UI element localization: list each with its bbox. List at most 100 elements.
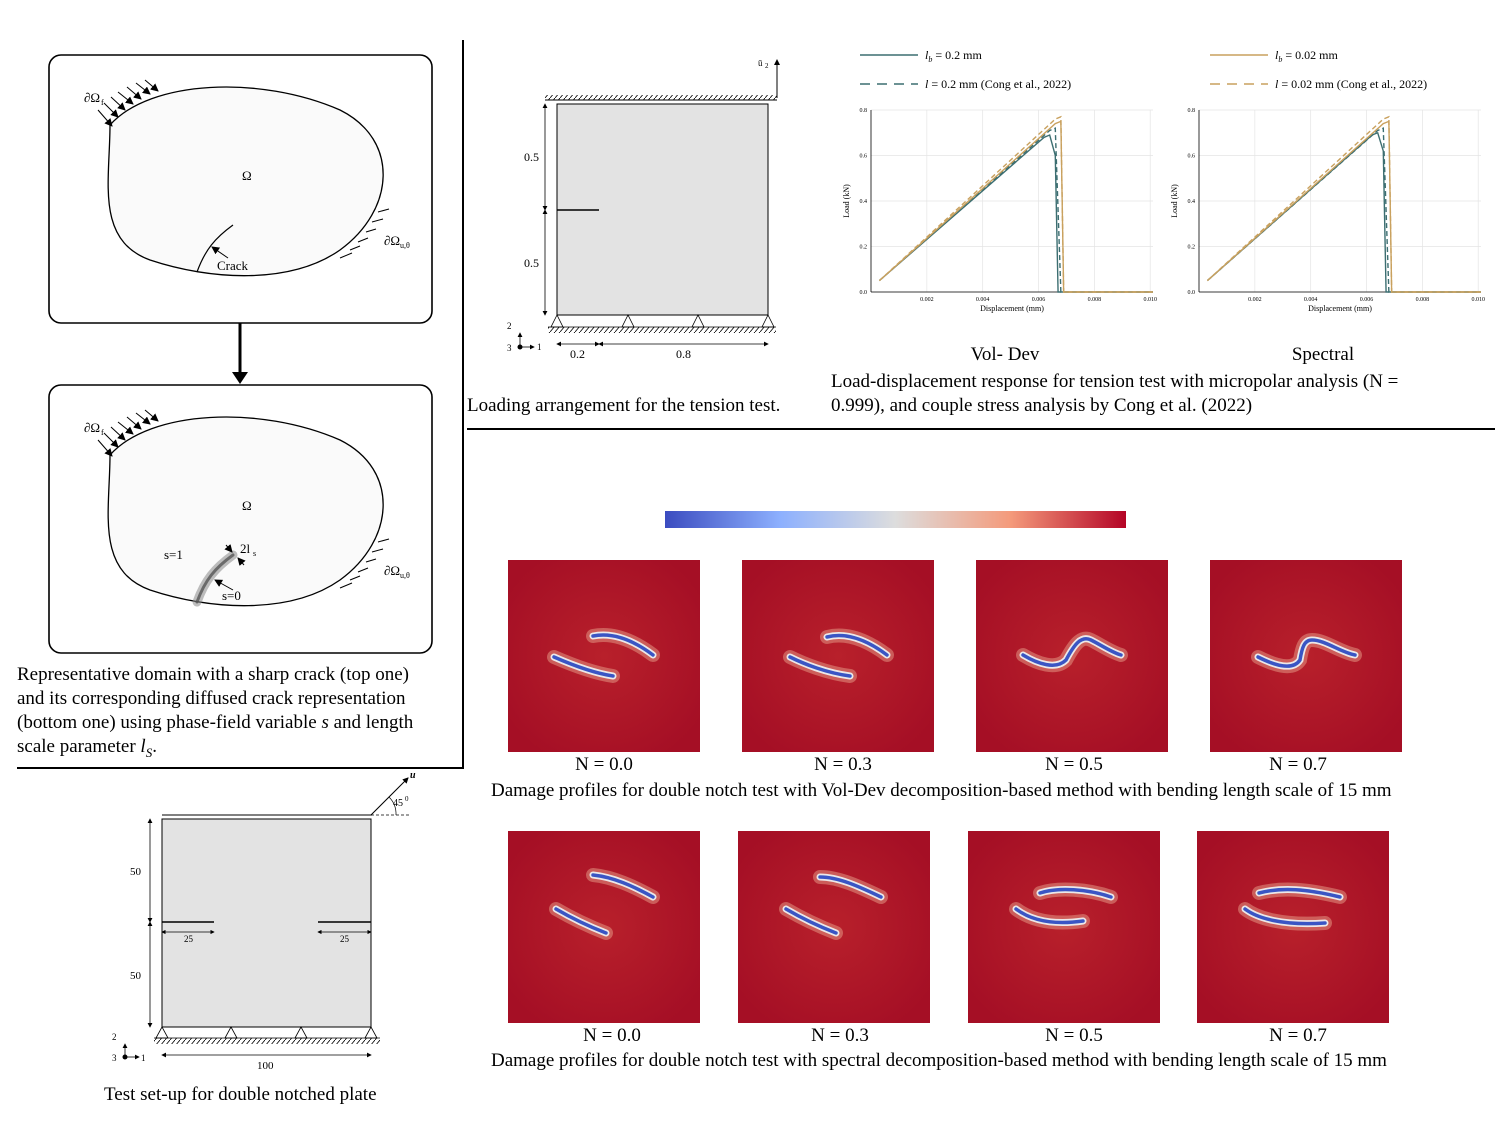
damage-panel-spectral-n05: [968, 831, 1160, 1023]
svg-text:2: 2: [765, 62, 769, 70]
horizontal-divider-right: [467, 428, 1495, 430]
svg-text:1: 1: [537, 342, 542, 352]
u-arrow: [370, 777, 409, 816]
damage-colorbar: [665, 511, 1126, 528]
boundary-f-label-bottom: ∂Ω: [84, 420, 100, 435]
u2-label: ū: [758, 58, 763, 68]
notch-roller-supports: [155, 1026, 378, 1039]
crack-path-1: [591, 633, 655, 657]
xtick-label: 0.004: [1304, 297, 1318, 303]
crack-path-0: [788, 655, 852, 678]
angle-label: 45: [393, 798, 403, 809]
xtick-label: 0.008: [1416, 297, 1430, 303]
s1-label: s=1: [164, 547, 183, 562]
vertical-divider: [462, 40, 464, 768]
dim-bottom-label: 0.5: [524, 256, 539, 270]
damage-panel-spectral-n07: [1197, 831, 1389, 1023]
series-line-3: [878, 115, 1153, 293]
svg-text:3: 3: [507, 343, 512, 353]
traction-arrows-bottom: [97, 409, 159, 457]
svg-text:f: f: [101, 428, 104, 437]
crack-path-1: [818, 875, 883, 899]
crack-path-0: [554, 907, 608, 935]
xtick-label: 0.006: [1032, 297, 1046, 303]
ytick-label: 0.0: [860, 290, 868, 296]
crack-path-1: [591, 873, 655, 899]
svg-text:50: 50: [130, 866, 142, 878]
ytick-label: 0.0: [1188, 290, 1196, 296]
sharp-crack-line: [196, 224, 234, 273]
chart-spectral: 0.002 0.004 0.006 0.008 0.010 0.0 0.2 0.4 0.6 0.8…: [1170, 108, 1485, 313]
crack-path-0: [1014, 907, 1085, 925]
svg-text:2: 2: [112, 1032, 117, 1042]
damage-panel-spectral-n00: [508, 831, 700, 1023]
crack-path-1: [825, 633, 889, 657]
label-r2-2: N = 0.5: [1045, 1025, 1103, 1046]
svg-text:u,θ: u,θ: [400, 241, 410, 250]
label-r1-3: N = 0.7: [1269, 754, 1327, 775]
label-r2-3: N = 0.7: [1269, 1025, 1327, 1046]
notched-plate: [161, 818, 372, 1028]
double-notch-figure: u 45 0 25 25 50 50 100 2 1 3: [112, 770, 416, 1070]
ytick-label: 0.2: [1188, 245, 1196, 251]
ytick-label: 0.4: [1188, 199, 1196, 205]
bottom-hatch: [548, 327, 776, 333]
ytick-label: 0.6: [860, 154, 868, 160]
down-arrow-head: [232, 372, 248, 384]
fixed-hatch-top: [339, 208, 390, 259]
x-axis-label: Displacement (mm): [1308, 304, 1372, 313]
boundary-u-label-bottom: ∂Ω: [384, 563, 400, 578]
crack-path-0: [1243, 907, 1327, 926]
label-r1-1: N = 0.3: [814, 754, 872, 775]
traction-arrows-top: [97, 79, 159, 127]
svg-text:1: 1: [141, 1053, 146, 1063]
label-r2-0: N = 0.0: [583, 1025, 641, 1046]
load-caption: Load-displacement response for tension t…: [831, 371, 1399, 416]
top-hatch: [545, 95, 777, 100]
ytick-label: 0.8: [1188, 108, 1196, 114]
boundary-f-label-top: ∂Ω: [84, 90, 100, 105]
svg-text:u,θ: u,θ: [400, 571, 410, 580]
xtick-label: 0.008: [1088, 297, 1102, 303]
u-label: u: [410, 770, 416, 781]
legend-entry-1: l = 0.2 mm (Cong et al., 2022): [925, 77, 1071, 91]
chart-label-voldev: Vol- Dev: [970, 344, 1040, 365]
omega-label-bottom: Ω: [242, 498, 252, 513]
chart-voldev: 0.002 0.004 0.006 0.008 0.010 0.0 0.2 0.4 0.6 0.8…: [842, 108, 1157, 313]
ytick-label: 0.4: [860, 199, 868, 205]
x-axis-label: Displacement (mm): [980, 304, 1044, 313]
damage-panel-spectral-n03: [738, 831, 930, 1023]
load-legend: lb = 0.2 mm l = 0.2 mm (Cong et al., 2022…: [860, 48, 1427, 91]
chart-label-spectral: Spectral: [1291, 344, 1355, 365]
legend-entry-3: l = 0.02 mm (Cong et al., 2022): [1275, 77, 1427, 91]
label-r1-2: N = 0.5: [1045, 754, 1103, 775]
dim-top-label: 0.5: [524, 150, 539, 164]
domain-boundary-top: [107, 86, 384, 277]
svg-text:0: 0: [405, 795, 409, 803]
svg-text:f: f: [101, 98, 104, 107]
damage-caption-row1: Damage profiles for double notch test wi…: [491, 780, 1392, 801]
legend-entry-2: lb = 0.02 mm: [1275, 48, 1338, 64]
xtick-label: 0.004: [976, 297, 990, 303]
xtick-label: 0.010: [1471, 297, 1485, 303]
label-r2-1: N = 0.3: [811, 1025, 869, 1046]
series-line-3: [1206, 115, 1481, 293]
damage-caption-row2: Damage profiles for double notch test wi…: [491, 1050, 1387, 1071]
dim-right-label: 0.8: [676, 347, 691, 361]
tension-caption: Loading arrangement for the tension test…: [467, 395, 781, 416]
s0-label: s=0: [222, 588, 241, 603]
xtick-label: 0.010: [1143, 297, 1157, 303]
dim-left-label: 0.2: [570, 347, 585, 361]
crack-path-0: [1256, 638, 1357, 668]
omega-label-top: Ω: [242, 168, 252, 183]
crack-path-0: [784, 907, 838, 935]
crack-label: Crack: [217, 258, 249, 273]
crack-path-1: [1257, 887, 1342, 899]
ytick-label: 0.8: [860, 108, 868, 114]
svg-text:2: 2: [507, 321, 512, 331]
svg-text:100: 100: [257, 1060, 274, 1070]
horizontal-divider-left: [17, 767, 464, 769]
boundary-u-label-top: ∂Ω: [384, 233, 400, 248]
y-axis-label: Load (kN): [1170, 184, 1179, 218]
ls-label: 2l: [240, 541, 251, 556]
